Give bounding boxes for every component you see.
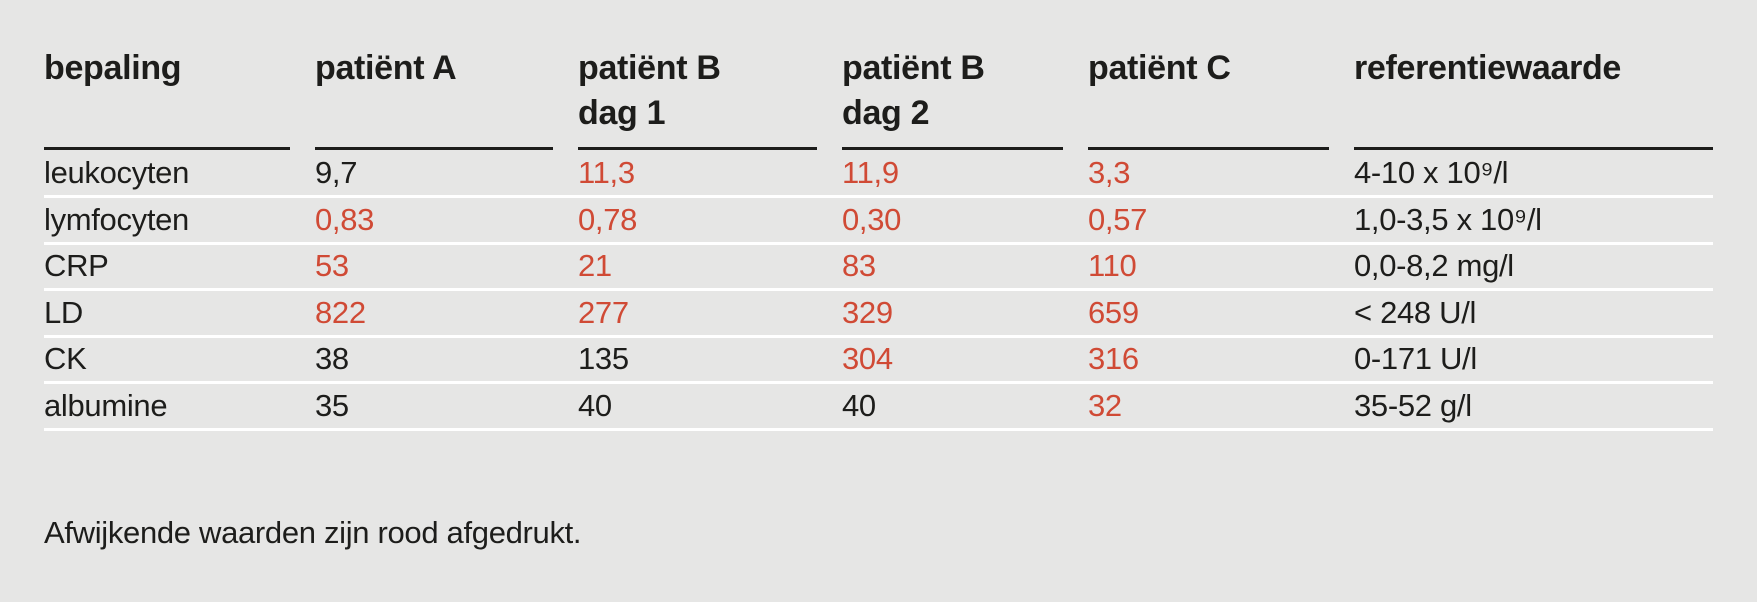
row-label: lymfocyten [44, 196, 315, 245]
reference-cell: 0-171 U/l [1354, 336, 1713, 384]
value-cell: 0,30 [842, 196, 1088, 245]
value-cell: 0,83 [315, 196, 578, 245]
header-rule [315, 147, 553, 150]
value-cell: 0,78 [578, 196, 842, 245]
table-row-crp: CRP 53 21 83 110 0,0-8,2 mg/l [44, 243, 1713, 291]
reference-cell: 1,0-3,5 x 10⁹/l [1354, 196, 1713, 245]
value-cell: 329 [842, 289, 1088, 338]
column-header-label: patiënt B [842, 49, 985, 87]
column-header-sublabel: dag 1 [578, 94, 666, 132]
value-cell: 135 [578, 336, 842, 384]
value-cell: 316 [1088, 336, 1354, 384]
reference-cell: 0,0-8,2 mg/l [1354, 243, 1713, 291]
value-cell: 822 [315, 289, 578, 338]
column-header-label: patiënt B [578, 49, 721, 87]
column-header-label: patiënt C [1088, 49, 1231, 87]
value-cell: 659 [1088, 289, 1354, 338]
table-row-lymfocyten: lymfocyten 0,83 0,78 0,30 0,57 1,0-3,5 x… [44, 196, 1713, 245]
column-header-label: referentiewaarde [1354, 49, 1622, 87]
value-cell: 35 [315, 382, 578, 431]
header-rule [44, 147, 290, 150]
row-label: albumine [44, 382, 315, 431]
column-header-patient-b-dag2: patiënt B dag 2 [842, 46, 1088, 150]
value-cell: 11,3 [578, 150, 842, 198]
value-cell: 83 [842, 243, 1088, 291]
value-cell: 32 [1088, 382, 1354, 431]
value-cell: 21 [578, 243, 842, 291]
reference-cell: 4-10 x 10⁹/l [1354, 150, 1713, 198]
value-cell: 40 [842, 382, 1088, 431]
value-cell: 40 [578, 382, 842, 431]
row-label: LD [44, 289, 315, 338]
row-label: CRP [44, 243, 315, 291]
value-cell: 304 [842, 336, 1088, 384]
header-row: bepaling patiënt A patiënt B dag 1 patië… [44, 46, 1713, 150]
table-body: leukocyten 9,7 11,3 11,9 3,3 4-10 x 10⁹/… [44, 150, 1713, 431]
reference-cell: 35-52 g/l [1354, 382, 1713, 431]
header-rule [1088, 147, 1329, 150]
header-rule [1354, 147, 1713, 150]
header-rule [578, 147, 817, 150]
table-row-albumine: albumine 35 40 40 32 35-52 g/l [44, 382, 1713, 431]
value-cell: 0,57 [1088, 196, 1354, 245]
value-cell: 38 [315, 336, 578, 384]
column-header-bepaling: bepaling [44, 46, 315, 150]
value-cell: 277 [578, 289, 842, 338]
value-cell: 53 [315, 243, 578, 291]
column-header-referentiewaarde: referentiewaarde [1354, 46, 1713, 150]
value-cell: 3,3 [1088, 150, 1354, 198]
reference-cell: < 248 U/l [1354, 289, 1713, 338]
column-header-patient-b-dag1: patiënt B dag 1 [578, 46, 842, 150]
header-rule [842, 147, 1063, 150]
table-row-ld: LD 822 277 329 659 < 248 U/l [44, 289, 1713, 338]
row-label: CK [44, 336, 315, 384]
column-header-patient-a: patiënt A [315, 46, 578, 150]
table-row-ck: CK 38 135 304 316 0-171 U/l [44, 336, 1713, 384]
column-header-sublabel: dag 2 [842, 94, 930, 132]
lab-values-table: bepaling patiënt A patiënt B dag 1 patië… [44, 46, 1713, 431]
table-header: bepaling patiënt A patiënt B dag 1 patië… [44, 46, 1713, 150]
value-cell: 110 [1088, 243, 1354, 291]
table-row-leukocyten: leukocyten 9,7 11,3 11,9 3,3 4-10 x 10⁹/… [44, 150, 1713, 198]
column-header-label: bepaling [44, 49, 182, 87]
column-header-patient-c: patiënt C [1088, 46, 1354, 150]
column-header-label: patiënt A [315, 49, 457, 87]
value-cell: 11,9 [842, 150, 1088, 198]
footnote: Afwijkende waarden zijn rood afgedrukt. [44, 515, 582, 550]
row-label: leukocyten [44, 150, 315, 198]
value-cell: 9,7 [315, 150, 578, 198]
